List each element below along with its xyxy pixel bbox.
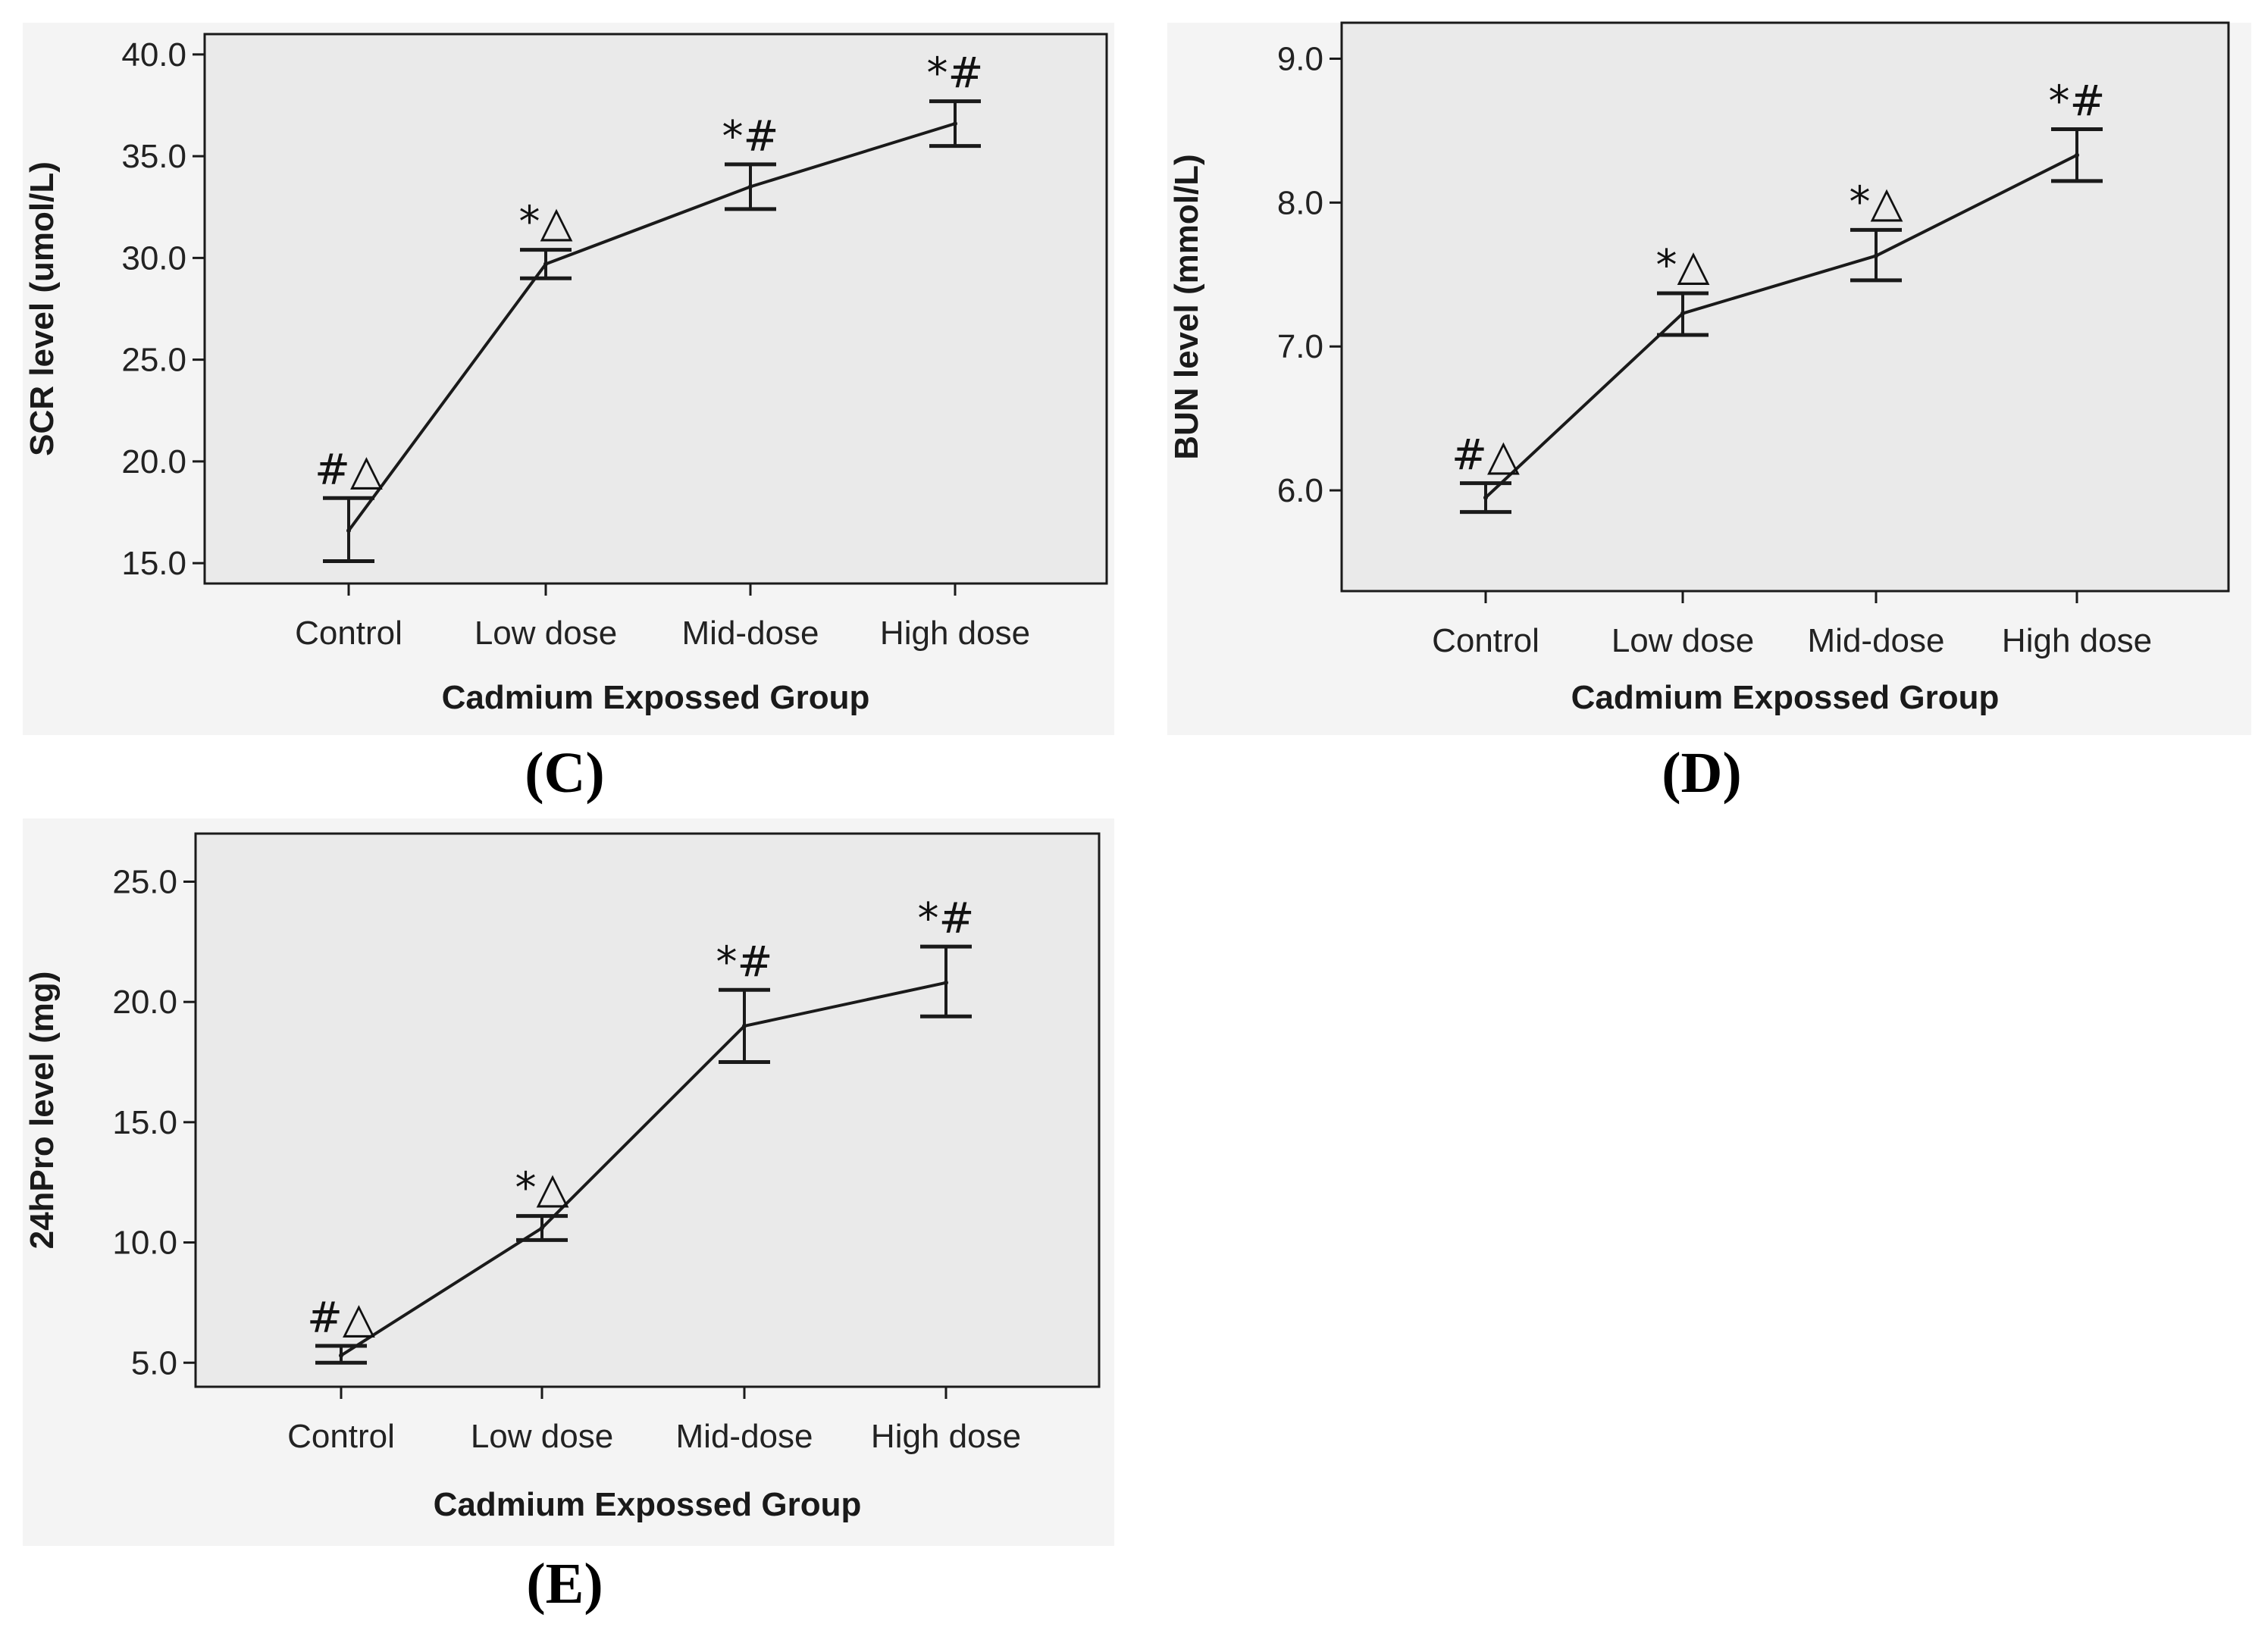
panel-d-y-tick-label: 7.0	[1277, 328, 1323, 365]
panel-e-x-tick-label: High dose	[871, 1418, 1021, 1455]
panel-d-series-line	[1484, 153, 2078, 499]
panel-c-y-axis-title: SCR level (umol/L)	[23, 161, 61, 456]
panel-d-x-tick-label: Mid-dose	[1808, 622, 1945, 659]
panel-c-x-tick-label: Low dose	[475, 615, 617, 652]
panel-e-y-tick-label: 10.0	[112, 1225, 177, 1262]
panel-e-y-tick-label: 5.0	[131, 1344, 177, 1381]
panel-d-data-point	[1483, 495, 1488, 500]
panel-e-y-tick-label: 25.0	[112, 863, 177, 900]
panel-c-significance-annotation: #△	[315, 446, 383, 495]
panel-d-significance-annotation: *△	[1849, 177, 1903, 227]
panel-d-y-axis-title: BUN level (mmol/L)	[1168, 154, 1205, 459]
panel-c-significance-annotation: *#	[927, 49, 984, 99]
panel-d-significance-annotation: *△	[1655, 241, 1709, 290]
panel-e-x-tick-label: Mid-dose	[676, 1418, 813, 1455]
panel-e-x-tick-label: Control	[287, 1418, 395, 1455]
panel-d-y-tick-label: 6.0	[1277, 472, 1323, 509]
panel-c-significance-annotation: *#	[722, 112, 779, 161]
panel-c-x-axis-title: Cadmium Expossed Group	[442, 679, 870, 716]
panel-e-significance-annotation: *△	[515, 1164, 568, 1213]
panel-d-data-point	[1680, 311, 1685, 316]
panel-e-data-point	[742, 1023, 747, 1028]
panel-e-y-tick-label: 15.0	[112, 1104, 177, 1141]
panel-c-y-tick-label: 35.0	[121, 138, 186, 175]
panel-c-data-point	[543, 261, 548, 267]
panel-e-y-tick-label: 20.0	[112, 984, 177, 1021]
panel-c-plot-area	[203, 33, 1108, 585]
panel-e-plot-area	[194, 832, 1101, 1388]
panel-c-x-tick-label: High dose	[880, 615, 1030, 652]
panel-e-data-point	[944, 980, 948, 985]
panel-d-y-tick-label: 9.0	[1277, 40, 1323, 77]
panel-e-y-axis-title: 24hPro level (mg)	[23, 971, 61, 1250]
panel-e-label: (E)	[526, 1552, 603, 1616]
panel-e-significance-annotation: *#	[918, 894, 975, 943]
panel-c-y-tick-label: 25.0	[121, 342, 186, 379]
panel-c-data-point	[748, 184, 753, 189]
panel-d-significance-annotation: #△	[1452, 431, 1520, 480]
panel-c: 15.0 20.0 25.0 30.0 35.0 40.0 Control Low dose M…	[23, 23, 1114, 805]
panel-e-data-point	[339, 1353, 343, 1358]
panel-d-label: (D)	[1662, 741, 1742, 805]
panel-d-data-point	[1874, 253, 1878, 258]
panel-c-x-tick-label: Mid-dose	[682, 615, 819, 652]
panel-c-y-tick-label: 20.0	[121, 443, 186, 480]
panel-d-x-tick-label: High dose	[2002, 622, 2152, 659]
panel-e-series-line	[340, 981, 947, 1357]
panel-e: 5.0 10.0 15.0 20.0 25.0 Control Low dose Mid-do…	[23, 818, 1114, 1616]
panel-e-significance-annotation: *#	[716, 937, 773, 987]
panel-d: 6.0 7.0 8.0 9.0 Control Low dose Mid-dose High …	[1167, 21, 2251, 805]
panel-e-x-tick-label: Low dose	[471, 1418, 613, 1455]
panel-d-data-point	[2075, 152, 2079, 158]
panel-c-y-tick-label: 40.0	[121, 36, 186, 74]
panel-c-label: (C)	[525, 741, 605, 805]
panel-c-series-line	[347, 122, 956, 532]
panel-c-significance-annotation: *△	[518, 198, 572, 247]
panel-c-data-point	[953, 121, 957, 127]
panel-c-data-point	[346, 528, 351, 533]
panel-d-plot-area	[1340, 21, 2230, 593]
panel-c-y-tick-label: 30.0	[121, 239, 186, 277]
panel-e-significance-annotation: #△	[307, 1294, 375, 1343]
panel-d-x-tick-label: Control	[1432, 622, 1539, 659]
panel-d-x-tick-label: Low dose	[1611, 622, 1754, 659]
panel-e-data-point	[540, 1225, 544, 1231]
panel-c-y-tick-label: 15.0	[121, 545, 186, 582]
panel-c-x-tick-label: Control	[295, 615, 402, 652]
panel-e-x-axis-title: Cadmium Expossed Group	[434, 1486, 862, 1523]
panel-d-x-axis-title: Cadmium Expossed Group	[1571, 679, 2000, 716]
panel-d-y-tick-label: 8.0	[1277, 184, 1323, 221]
panel-d-significance-annotation: *#	[2049, 77, 2106, 127]
